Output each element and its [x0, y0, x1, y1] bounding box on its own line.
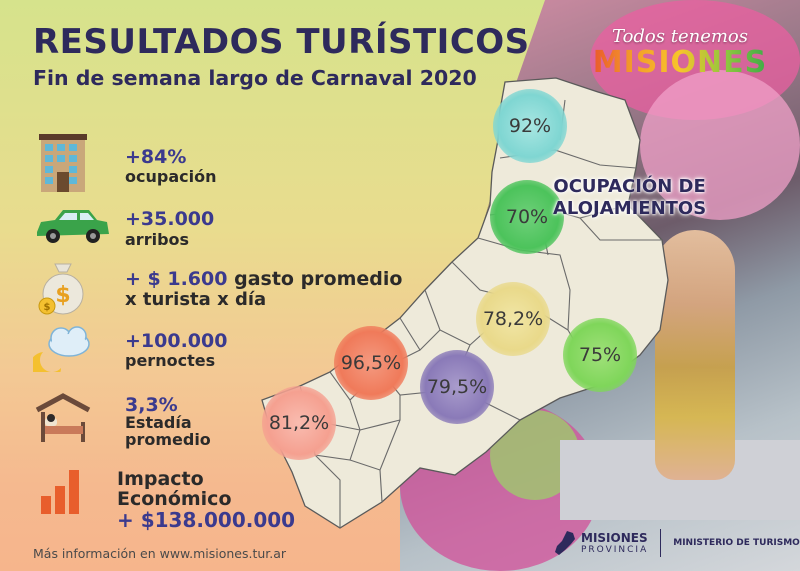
occupancy-bubble: 96,5%	[334, 326, 408, 400]
occupancy-value: 79,5%	[426, 376, 488, 398]
stat-arrivals: +35.000 arribos	[33, 204, 433, 264]
occupancy-title-line1: OCUPACIÓN DE	[553, 176, 706, 197]
brand-name: MISIONES	[585, 45, 775, 80]
stat-label: ocupación	[125, 167, 217, 186]
page-title: RESULTADOS TURÍSTICOS	[33, 22, 530, 62]
stat-overnights: +100.000 pernoctes	[29, 322, 433, 384]
occupancy-bubble: 78,2%	[476, 282, 550, 356]
occupancy-value: 75%	[578, 344, 622, 366]
stat-value-suffix: gasto promedio	[234, 268, 403, 290]
stat-value: 3,3%	[125, 394, 178, 416]
stat-value-amount: + $ 1.600	[125, 268, 228, 290]
stat-label: x turista x día	[125, 289, 267, 310]
stat-value: + $ 1.600 gasto promedio	[125, 268, 402, 290]
car-icon	[33, 204, 109, 264]
occupancy-title-line2: ALOJAMIENTOS	[553, 198, 707, 219]
occupancy-value: 96,5%	[340, 352, 402, 374]
footer-info-link[interactable]: Más información en www.misiones.tur.ar	[33, 546, 287, 561]
brand-logo: Todos tenemos MISIONES	[585, 26, 775, 80]
logo-sub: PROVINCIA	[581, 544, 649, 555]
occupancy-value: 81,2%	[268, 412, 330, 434]
bar-chart-icon	[33, 466, 103, 526]
stat-stay: 3,3% Estadía promedio	[33, 392, 433, 452]
occupancy-value: 92%	[508, 115, 552, 137]
impact-title-line1: Impacto	[117, 468, 204, 490]
occupancy-bubble: 75%	[563, 318, 637, 392]
occupancy-bubble: 92%	[493, 89, 567, 163]
cloud-moon-icon	[29, 322, 103, 384]
occupancy-bubble: 81,2%	[262, 386, 336, 460]
stat-value: +35.000	[125, 208, 215, 230]
occupancy-bubble: 70%	[490, 180, 564, 254]
occupancy-value: 78,2%	[482, 308, 544, 330]
ministry-name: MINISTERIO DE TURISMO	[673, 538, 800, 548]
dancer-figure	[655, 230, 735, 480]
svg-text:$: $	[44, 302, 51, 313]
stat-label: pernoctes	[125, 351, 216, 370]
occupancy-value: 70%	[505, 206, 549, 228]
stat-label: arribos	[125, 230, 190, 249]
occupancy-bubble: 79,5%	[420, 350, 494, 424]
stat-occupancy: +84% ocupación	[33, 132, 433, 192]
impact-value: + $138.000.000	[117, 508, 296, 532]
svg-text:$: $	[55, 283, 70, 308]
brand-tagline: Todos tenemos	[611, 26, 749, 47]
province-map-icon	[555, 531, 575, 555]
stat-label-line2: promedio	[125, 430, 211, 449]
logo-name: MISIONES	[581, 530, 648, 545]
footer-logo: MISIONES PROVINCIA MINISTERIO DE TURISMO	[553, 529, 800, 557]
stat-spending: $ $ + $ 1.600 gasto promedio x turista x…	[33, 260, 433, 320]
impact-title-line2: Económico	[117, 488, 232, 510]
occupancy-title: OCUPACIÓN DE ALOJAMIENTOS	[553, 176, 706, 220]
hotel-building-icon	[33, 132, 103, 192]
stat-value: +84%	[125, 146, 187, 168]
stat-economic-impact: Impacto Económico + $138.000.000	[33, 466, 433, 532]
page-subtitle: Fin de semana largo de Carnaval 2020	[33, 66, 477, 90]
money-bag-icon: $ $	[33, 260, 103, 320]
stat-label: Estadía	[125, 413, 192, 432]
bed-icon	[33, 392, 103, 452]
logo-separator	[660, 529, 662, 557]
stat-value: +100.000	[125, 330, 228, 352]
